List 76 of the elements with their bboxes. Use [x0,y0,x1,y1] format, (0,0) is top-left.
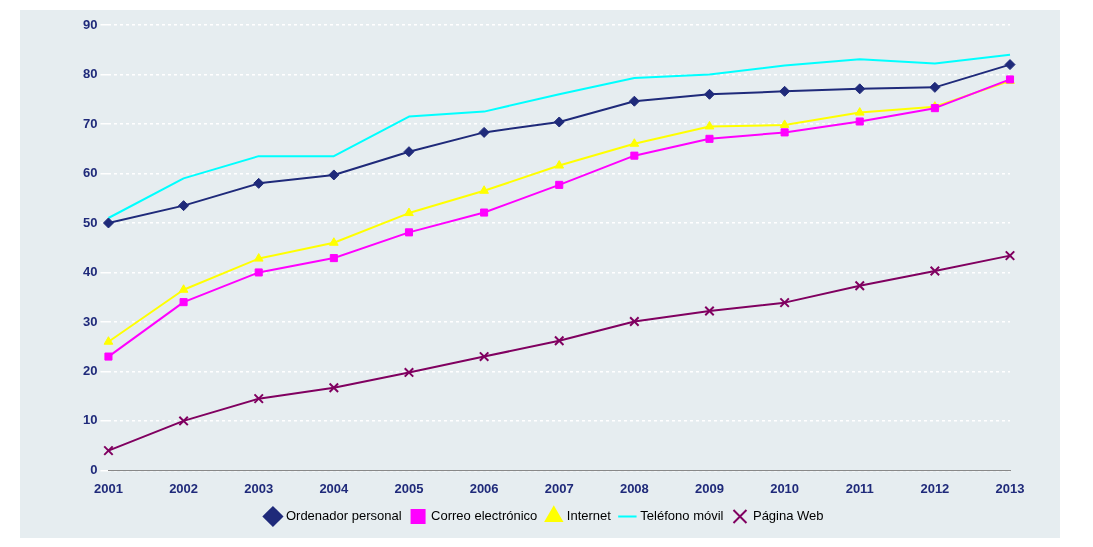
point [178,200,190,212]
x-tick-label: 2004 [319,480,350,496]
point [253,253,264,262]
point [328,382,340,393]
y-tick-label: 10 [82,412,98,428]
point [554,160,565,169]
legend-label: Internet [566,508,612,524]
point [703,88,715,100]
point [253,393,264,404]
point [403,367,415,378]
y-tick-label: 60 [82,165,98,181]
x-tick-label: 2005 [394,480,424,496]
point [630,151,639,160]
point [929,265,941,277]
point [553,335,565,346]
point [780,128,789,137]
point [779,119,790,128]
legend-label: Teléfono móvil [640,508,724,524]
y-tick-label: 50 [82,214,98,230]
x-tick-label: 2012 [920,480,950,496]
x-tick-label: 2009 [695,480,724,496]
point [404,228,414,237]
x-tick-label: 2003 [244,480,274,496]
point [479,185,489,194]
point [854,107,865,116]
point [704,305,715,317]
point [178,284,189,293]
point [404,207,414,217]
y-tick-label: 0 [90,461,98,477]
point [628,95,640,107]
point [104,352,113,361]
point [929,81,941,93]
x-tick-label: 2002 [169,480,199,496]
x-tick-label: 2013 [995,480,1025,496]
legend-label: Ordenador personal [285,508,402,524]
y-tick-label: 40 [82,264,98,280]
x-tick-label: 2006 [469,480,499,496]
point [480,208,489,217]
point [103,336,114,345]
point [779,297,790,308]
point [103,445,114,456]
point [854,83,866,95]
point [704,120,715,130]
point [178,415,189,427]
point [254,268,263,277]
x-tick-label: 2011 [845,480,874,496]
y-tick-label: 20 [82,363,98,378]
x-tick-label: 2001 [94,480,123,496]
point [403,146,415,158]
point [629,138,640,147]
point [1004,59,1016,71]
legend-label: Correo electrónico [431,508,538,524]
y-tick-label: 90 [82,16,98,32]
point [253,177,265,189]
point [102,217,114,229]
point [329,237,339,246]
point [478,126,490,138]
y-tick-label: 80 [82,66,98,82]
x-tick-label: 2008 [619,480,649,496]
point [629,316,640,327]
point [855,117,864,126]
point [854,280,865,292]
point [705,134,714,143]
x-tick-label: 2007 [544,480,574,496]
legend-label: Página Web [752,508,824,524]
point [553,116,565,128]
x-tick-label: 2010 [770,480,800,496]
point [1004,250,1016,261]
point [179,298,188,307]
point [478,351,490,362]
point [779,85,791,97]
point [329,254,338,263]
y-tick-label: 70 [82,115,98,131]
y-tick-label: 30 [82,313,98,329]
point [555,180,564,189]
point [328,169,340,181]
